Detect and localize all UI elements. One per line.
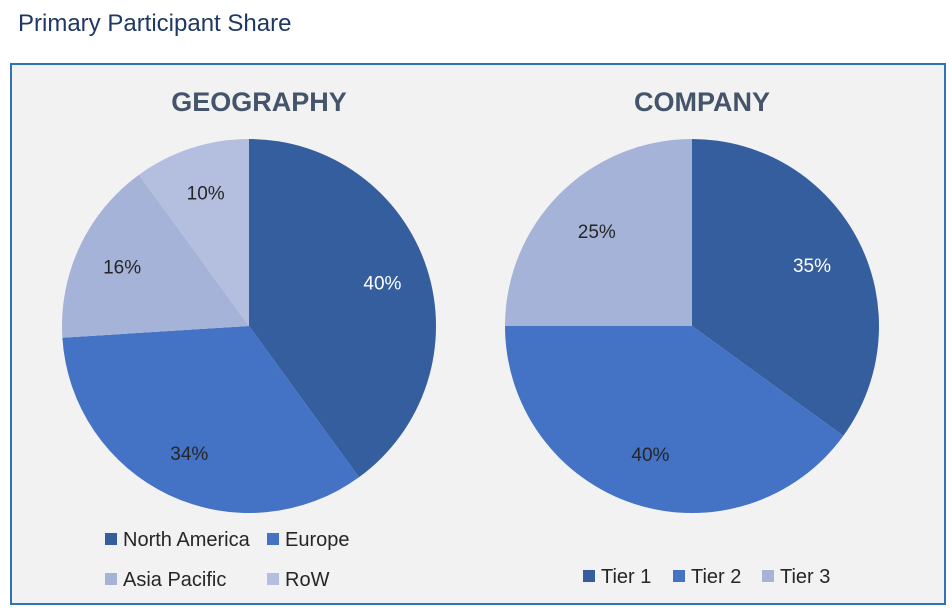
- geography-legend-label-row: RoW: [285, 569, 330, 591]
- geography-data-label-row: 10%: [187, 184, 225, 205]
- company-legend-item-tier-1: Tier 1: [583, 566, 651, 588]
- company-chart-title: COMPANY: [634, 87, 770, 117]
- geography-legend-swatch-asia-pacific: [105, 573, 117, 585]
- geography-data-label-north-america: 40%: [363, 274, 401, 295]
- company-slice-tier-1: [692, 139, 880, 436]
- company-legend-label-tier-1: Tier 1: [601, 566, 651, 588]
- company-legend-item-tier-2: Tier 2: [673, 566, 741, 588]
- company-legend-item-tier-3: Tier 3: [762, 566, 830, 588]
- geography-slice-row: [139, 139, 249, 326]
- company-slices: [504, 139, 880, 514]
- company-legend-swatch-tier-3: [762, 570, 774, 582]
- company-data-label-tier-1: 35%: [793, 256, 831, 277]
- company-slice-tier-3: [505, 139, 692, 326]
- company-slice-tier-2: [504, 326, 844, 514]
- geography-legend-label-europe: Europe: [285, 529, 350, 551]
- company-legend-swatch-tier-1: [583, 570, 595, 582]
- company-legend-label-tier-2: Tier 2: [691, 566, 741, 588]
- geography-legend-item-asia-pacific: Asia Pacific: [105, 569, 226, 591]
- geography-chart: GEOGRAPHY 40% 34% 16% 10% North America Euro…: [62, 87, 437, 591]
- page-title: Primary Participant Share: [18, 10, 292, 37]
- company-legend: Tier 1 Tier 2 Tier 3: [583, 566, 830, 588]
- geography-slice-europe: [62, 326, 359, 514]
- geography-slice-asia-pacific: [62, 174, 249, 338]
- geography-slices: [62, 139, 437, 514]
- geography-legend-label-north-america: North America: [123, 529, 251, 551]
- geography-legend-item-north-america: North America: [105, 529, 251, 551]
- company-chart: COMPANY 35% 40% 25% Tier 1 Tier 2 Tier 3: [504, 87, 880, 588]
- geography-data-label-asia-pacific: 16%: [103, 257, 141, 278]
- company-legend-swatch-tier-2: [673, 570, 685, 582]
- geography-legend-swatch-europe: [267, 533, 279, 545]
- geography-slice-north-america: [249, 139, 437, 478]
- company-data-label-tier-2: 40%: [631, 445, 669, 466]
- company-legend-label-tier-3: Tier 3: [780, 566, 830, 588]
- geography-legend: North America Europe Asia Pacific RoW: [105, 529, 350, 591]
- geography-legend-swatch-row: [267, 573, 279, 585]
- geography-data-label-europe: 34%: [170, 444, 208, 465]
- geography-legend-swatch-north-america: [105, 533, 117, 545]
- geography-chart-title: GEOGRAPHY: [171, 87, 347, 117]
- company-data-label-tier-3: 25%: [578, 222, 616, 243]
- geography-legend-item-row: RoW: [267, 569, 330, 591]
- geography-data-labels: 40% 34% 16% 10%: [103, 184, 401, 465]
- geography-legend-label-asia-pacific: Asia Pacific: [123, 569, 226, 591]
- geography-legend-item-europe: Europe: [267, 529, 350, 551]
- company-data-labels: 35% 40% 25%: [578, 222, 831, 466]
